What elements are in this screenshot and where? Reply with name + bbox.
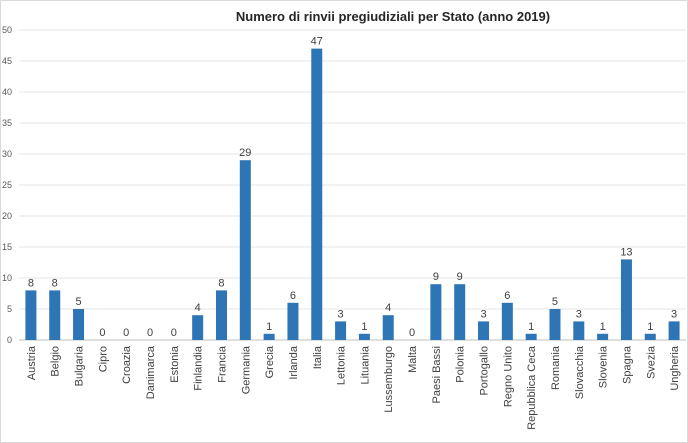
bar <box>192 315 204 340</box>
data-label: 3 <box>576 308 582 320</box>
y-tick-label: 10 <box>2 273 12 283</box>
category-label: Lussemburgo <box>383 346 395 413</box>
bar <box>644 333 656 340</box>
category-label: Germania <box>240 345 252 394</box>
category-label: Slovacchia <box>574 345 586 399</box>
bar <box>287 302 299 340</box>
y-tick-label: 20 <box>2 211 12 221</box>
data-label: 1 <box>528 321 534 333</box>
category-label: Bulgaria <box>74 345 86 386</box>
category-label: Polonia <box>455 345 467 383</box>
category-label: Repubblica Ceca <box>526 345 538 430</box>
data-label: 3 <box>671 308 677 320</box>
category-label: Slovenia <box>598 345 610 388</box>
bar <box>382 315 394 340</box>
category-label: Finlandia <box>193 345 205 391</box>
bar <box>525 333 537 340</box>
category-label: Belgio <box>50 346 62 377</box>
bar <box>263 333 275 340</box>
category-label: Portogallo <box>479 346 491 396</box>
data-label: 0 <box>409 327 415 339</box>
y-axis-ticks: 0 5 10 15 20 25 30 35 40 45 50 <box>2 25 12 345</box>
category-label: Irlanda <box>288 345 300 380</box>
bar <box>73 309 85 340</box>
x-axis-categories: Austria Belgio Bulgaria Cipro Croazia Danimar… <box>26 345 681 430</box>
gridlines <box>19 29 686 341</box>
bars <box>25 48 680 340</box>
chart-title: Numero di rinvii pregiudiziali per Stato… <box>235 9 551 24</box>
bar <box>358 333 370 340</box>
data-label: 0 <box>99 327 105 339</box>
data-label: 0 <box>147 327 153 339</box>
bar <box>478 321 490 340</box>
data-label: 4 <box>195 302 201 314</box>
data-label: 5 <box>552 296 558 308</box>
y-tick-label: 15 <box>2 242 12 252</box>
category-label: Paesi Bassi <box>431 346 443 403</box>
bar <box>668 321 680 340</box>
bar <box>239 160 251 340</box>
data-label: 0 <box>171 327 177 339</box>
bar <box>501 302 513 340</box>
data-label: 47 <box>311 36 323 48</box>
data-label: 1 <box>266 321 272 333</box>
data-label: 1 <box>361 321 367 333</box>
y-tick-label: 5 <box>7 304 12 314</box>
bar <box>25 290 37 340</box>
bar <box>311 48 323 340</box>
data-label: 8 <box>52 277 58 289</box>
data-label: 9 <box>457 271 463 283</box>
category-label: Svezia <box>645 345 657 379</box>
y-tick-label: 40 <box>2 87 12 97</box>
category-label: Croazia <box>121 345 133 384</box>
data-label: 9 <box>433 271 439 283</box>
data-label: 8 <box>28 277 34 289</box>
data-label: 3 <box>480 308 486 320</box>
bar <box>620 259 632 340</box>
y-tick-label: 25 <box>2 180 12 190</box>
bar <box>335 321 347 340</box>
category-label: Austria <box>26 345 38 380</box>
y-tick-label: 45 <box>2 56 12 66</box>
data-label: 1 <box>600 321 606 333</box>
bar <box>597 333 609 340</box>
bar <box>49 290 61 340</box>
data-label: 13 <box>620 246 632 258</box>
category-label: Regno Unito <box>502 346 514 407</box>
category-label: Francia <box>216 345 228 383</box>
category-label: Italia <box>312 345 324 369</box>
bar <box>215 290 227 340</box>
data-label: 0 <box>123 327 129 339</box>
bar <box>454 284 466 340</box>
bar <box>430 284 442 340</box>
category-label: Spagna <box>621 345 633 384</box>
category-label: Danimarca <box>145 345 157 399</box>
category-label: Malta <box>407 345 419 373</box>
category-label: Estonia <box>169 345 181 383</box>
data-label: 6 <box>504 290 510 302</box>
bar <box>573 321 585 340</box>
bar <box>549 309 561 340</box>
data-label: 29 <box>239 147 251 159</box>
data-label: 3 <box>338 308 344 320</box>
category-label: Lituania <box>359 345 371 384</box>
y-tick-label: 50 <box>2 25 12 35</box>
y-tick-label: 0 <box>7 335 12 345</box>
data-label: 8 <box>218 277 224 289</box>
category-label: Romania <box>550 345 562 390</box>
data-label: 4 <box>385 302 391 314</box>
category-label: Ungheria <box>669 345 681 391</box>
category-label: Grecia <box>264 345 276 378</box>
y-tick-label: 35 <box>2 118 12 128</box>
y-tick-label: 30 <box>2 149 12 159</box>
data-label: 1 <box>647 321 653 333</box>
category-label: Cipro <box>97 346 109 372</box>
category-label: Lettonia <box>336 345 348 385</box>
data-label: 6 <box>290 290 296 302</box>
data-label: 5 <box>75 296 81 308</box>
